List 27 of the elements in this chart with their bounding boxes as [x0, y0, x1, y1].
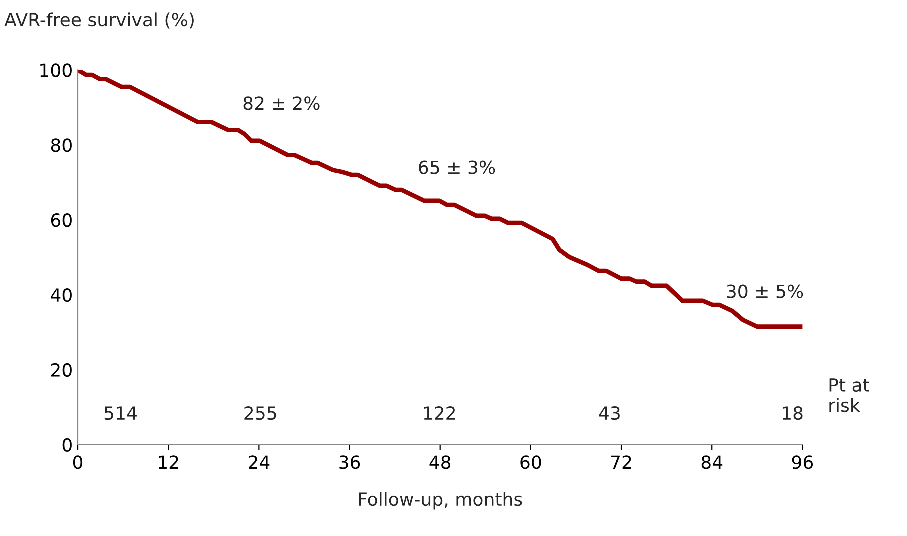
line-series [78, 70, 803, 330]
x-axis-title: Follow-up, months [359, 492, 522, 510]
annotation: 18 [783, 406, 803, 420]
x-tick-label: 96 [792, 456, 814, 470]
y-tick-label: 40 [51, 288, 72, 302]
annotation: 514 [104, 406, 137, 420]
x-tick-label: 60 [520, 456, 542, 470]
x-tick-label: 48 [430, 456, 451, 470]
x-tick-label: 84 [702, 456, 723, 470]
y-tick-label: 0 [62, 438, 72, 452]
x-tick-label: 0 [73, 456, 83, 470]
y-tick-label: 100 [40, 64, 72, 78]
annotation: 122 [424, 406, 456, 420]
x-tick-label: 12 [159, 456, 178, 470]
y-tick-label: 20 [51, 363, 72, 378]
annotation: 255 [244, 406, 276, 420]
y-tick-label: 60 [51, 214, 72, 228]
y-tick-label: 80 [51, 138, 72, 152]
x-tick-label: 72 [612, 456, 632, 470]
annotation: 30 ± 5% [727, 284, 804, 298]
annotation: 82 ± 2% [244, 96, 320, 110]
annotation: 65 ± 3% [419, 160, 496, 174]
annotation: 43 [599, 406, 620, 420]
text: Pt at risk [830, 378, 870, 412]
y-axis-title: AVR-free survival (%) [4, 12, 194, 29]
x-tick-label: 36 [340, 456, 360, 470]
x-tick-label: 24 [249, 456, 270, 470]
